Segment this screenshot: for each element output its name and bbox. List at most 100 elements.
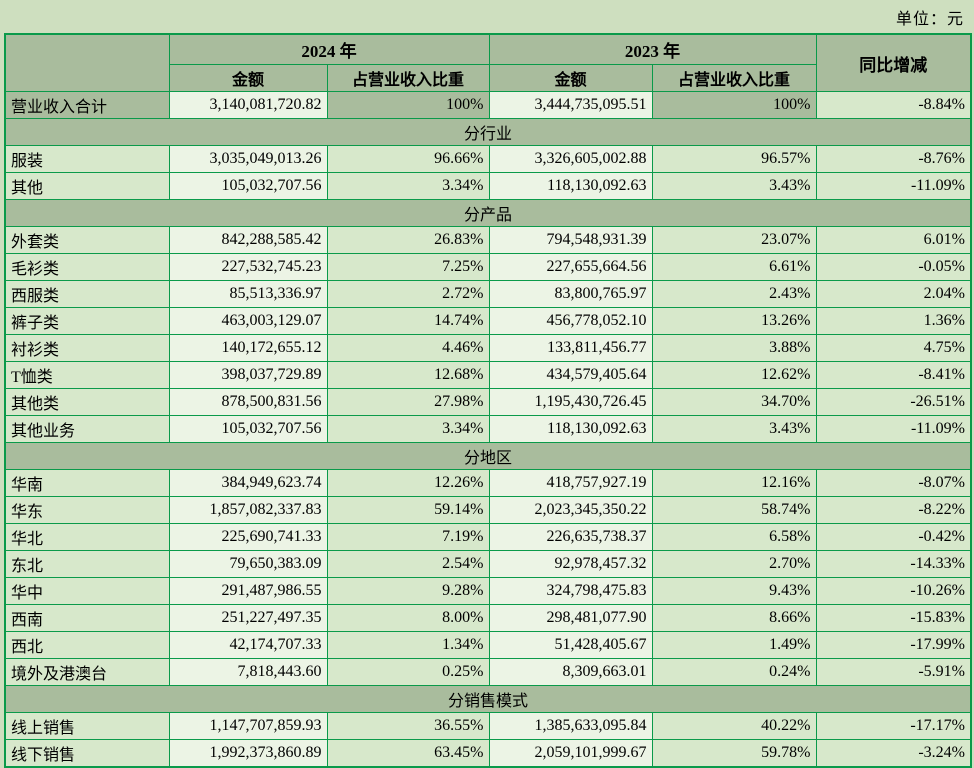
pct-2023-cell: 0.24% [651, 658, 817, 686]
yoy-cell: -14.33% [815, 550, 972, 578]
pct-2024-cell: 4.46% [326, 334, 490, 362]
amount-2024-cell: 1,992,373,860.89 [168, 739, 328, 768]
amount-2024-cell: 398,037,729.89 [168, 361, 328, 389]
amount-2023-cell: 2,059,101,999.67 [488, 739, 653, 768]
amount-2023-cell: 794,548,931.39 [488, 226, 653, 254]
yoy-cell: -26.51% [815, 388, 972, 416]
year-2024-header: 2024 年 [168, 33, 490, 65]
amount-2024-cell: 79,650,383.09 [168, 550, 328, 578]
pct-2023-header: 占营业收入比重 [651, 64, 817, 92]
amount-2024-cell: 878,500,831.56 [168, 388, 328, 416]
amount-2023-cell: 3,326,605,002.88 [488, 145, 653, 173]
amount-2023-cell: 227,655,664.56 [488, 253, 653, 281]
pct-2024-cell: 12.26% [326, 469, 490, 497]
amount-2023-cell: 456,778,052.10 [488, 307, 653, 335]
amount-2023-cell: 324,798,475.83 [488, 577, 653, 605]
table-row: 衬衫类 140,172,655.12 4.46% 133,811,456.77 3.88… [4, 334, 972, 362]
amount-2023-cell: 8,309,663.01 [488, 658, 653, 686]
pct-2024-cell: 1.34% [326, 631, 490, 659]
table-row: 华东 1,857,082,337.83 59.14% 2,023,345,350.22… [4, 496, 972, 524]
pct-2024-cell: 7.25% [326, 253, 490, 281]
table-row: 华南 384,949,623.74 12.26% 418,757,927.19 12.1… [4, 469, 972, 497]
table-row: T恤类 398,037,729.89 12.68% 434,579,405.64 12.… [4, 361, 972, 389]
row-label-cell: 境外及港澳台 [4, 658, 170, 686]
pct-2023-cell: 59.78% [651, 739, 817, 768]
yoy-cell: -11.09% [815, 172, 972, 200]
pct-2024-header: 占营业收入比重 [326, 64, 490, 92]
amount-2024-cell: 42,174,707.33 [168, 631, 328, 659]
yoy-cell: -8.22% [815, 496, 972, 524]
row-label-cell: 营业收入合计 [4, 91, 170, 119]
amount-2024-cell: 3,140,081,720.82 [168, 91, 328, 119]
corner-blank-cell [4, 33, 170, 92]
table-row: 其他 105,032,707.56 3.34% 118,130,092.63 3.43%… [4, 172, 972, 200]
amount-2024-cell: 1,147,707,859.93 [168, 712, 328, 740]
pct-2023-cell: 9.43% [651, 577, 817, 605]
pct-2023-cell: 3.43% [651, 172, 817, 200]
row-label-cell: 衬衫类 [4, 334, 170, 362]
yoy-cell: -15.83% [815, 604, 972, 632]
yoy-cell: -8.84% [815, 91, 972, 119]
pct-2024-cell: 7.19% [326, 523, 490, 551]
yoy-cell: -17.17% [815, 712, 972, 740]
section-band-title: 分行业 [4, 118, 972, 146]
yoy-cell: -0.42% [815, 523, 972, 551]
amount-2024-cell: 225,690,741.33 [168, 523, 328, 551]
pct-2023-cell: 34.70% [651, 388, 817, 416]
row-label-cell: 裤子类 [4, 307, 170, 335]
revenue-breakdown-table: 2024 年 2023 年 同比增减 金额 占营业收入比重 金额 占营业收入比重… [4, 33, 972, 768]
table-row: 裤子类 463,003,129.07 14.74% 456,778,052.10 13.… [4, 307, 972, 335]
pct-2023-cell: 2.43% [651, 280, 817, 308]
yoy-cell: -8.76% [815, 145, 972, 173]
row-label-cell: 华南 [4, 469, 170, 497]
amount-2023-cell: 83,800,765.97 [488, 280, 653, 308]
amount-2024-cell: 291,487,986.55 [168, 577, 328, 605]
table-row: 毛衫类 227,532,745.23 7.25% 227,655,664.56 6.61… [4, 253, 972, 281]
pct-2023-cell: 6.61% [651, 253, 817, 281]
pct-2023-cell: 96.57% [651, 145, 817, 173]
amount-2024-cell: 7,818,443.60 [168, 658, 328, 686]
header-row-measures: 金额 占营业收入比重 金额 占营业收入比重 [5, 64, 971, 92]
amount-2024-cell: 227,532,745.23 [168, 253, 328, 281]
yoy-cell: -0.05% [815, 253, 972, 281]
pct-2024-cell: 36.55% [326, 712, 490, 740]
amount-2023-cell: 118,130,092.63 [488, 172, 653, 200]
table-row: 其他类 878,500,831.56 27.98% 1,195,430,726.45 3… [4, 388, 972, 416]
yoy-cell: -5.91% [815, 658, 972, 686]
table-row: 东北 79,650,383.09 2.54% 92,978,457.32 2.70% -1… [4, 550, 972, 578]
amount-2023-cell: 2,023,345,350.22 [488, 496, 653, 524]
pct-2024-cell: 8.00% [326, 604, 490, 632]
row-label-cell: 华中 [4, 577, 170, 605]
pct-2024-cell: 2.54% [326, 550, 490, 578]
pct-2024-cell: 2.72% [326, 280, 490, 308]
pct-2024-cell: 3.34% [326, 172, 490, 200]
table-row: 华中 291,487,986.55 9.28% 324,798,475.83 9.43%… [4, 577, 972, 605]
pct-2024-cell: 26.83% [326, 226, 490, 254]
yoy-cell: 4.75% [815, 334, 972, 362]
yoy-cell: -11.09% [815, 415, 972, 443]
amount-2023-cell: 1,195,430,726.45 [488, 388, 653, 416]
pct-2023-cell: 8.66% [651, 604, 817, 632]
table-row: 服装 3,035,049,013.26 96.66% 3,326,605,002.88… [4, 145, 972, 173]
amount-2023-cell: 51,428,405.67 [488, 631, 653, 659]
pct-2023-cell: 6.58% [651, 523, 817, 551]
table-row: 西服类 85,513,336.97 2.72% 83,800,765.97 2.43% 2… [4, 280, 972, 308]
amount-2024-cell: 3,035,049,013.26 [168, 145, 328, 173]
row-label-cell: 外套类 [4, 226, 170, 254]
yoy-cell: -8.41% [815, 361, 972, 389]
amount-2023-cell: 226,635,738.37 [488, 523, 653, 551]
amount-2024-header: 金额 [168, 64, 328, 92]
pct-2024-cell: 59.14% [326, 496, 490, 524]
amount-2023-cell: 1,385,633,095.84 [488, 712, 653, 740]
pct-2023-cell: 2.70% [651, 550, 817, 578]
amount-2024-cell: 105,032,707.56 [168, 415, 328, 443]
pct-2024-cell: 63.45% [326, 739, 490, 768]
table-row: 华北 225,690,741.33 7.19% 226,635,738.37 6.58%… [4, 523, 972, 551]
section-band-row: 分行业 [4, 118, 972, 146]
pct-2024-cell: 14.74% [326, 307, 490, 335]
pct-2023-cell: 23.07% [651, 226, 817, 254]
amount-2024-cell: 85,513,336.97 [168, 280, 328, 308]
amount-2023-cell: 92,978,457.32 [488, 550, 653, 578]
amount-2023-cell: 418,757,927.19 [488, 469, 653, 497]
row-label-cell: 毛衫类 [4, 253, 170, 281]
